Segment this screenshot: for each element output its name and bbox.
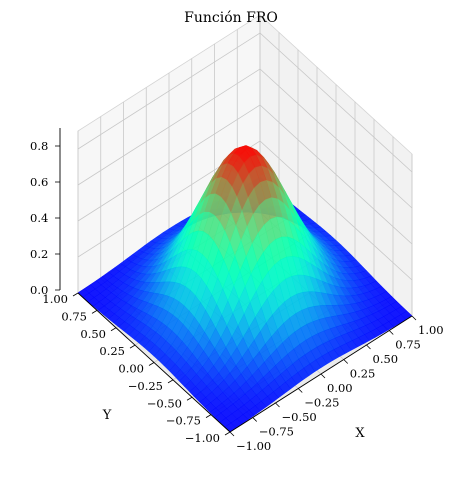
x-tick-label: 0.25 <box>350 367 376 381</box>
y-tick <box>186 396 193 401</box>
x-tick <box>252 417 258 422</box>
surface-plot <box>77 145 413 432</box>
x-tick <box>411 315 417 321</box>
y-tick-label: −0.25 <box>128 379 163 393</box>
x-tick-label: 1.00 <box>418 323 444 337</box>
x-tick-label: −0.75 <box>259 425 294 439</box>
y-tick <box>91 310 98 314</box>
y-tick <box>129 344 136 349</box>
x-tick-label: −0.25 <box>304 396 339 410</box>
wall-gridline-z <box>77 104 413 245</box>
x-tick-label: −0.50 <box>282 410 317 424</box>
x-tick-label: −1.00 <box>236 439 271 453</box>
x-tick <box>343 359 349 364</box>
y-tick-label: −0.75 <box>166 414 201 428</box>
y-tick-label: −1.00 <box>185 431 220 445</box>
x-tick-label: 0.50 <box>373 352 399 366</box>
y-axis-label: Y <box>102 408 112 423</box>
wall-gridline-z <box>77 140 413 281</box>
z-tick-label: 0.8 <box>30 139 48 153</box>
y-tick-label: 0.75 <box>61 309 87 323</box>
y-tick-label: −0.50 <box>147 396 182 410</box>
z-tick-label: 0.6 <box>30 175 48 189</box>
y-tick-label: 0.00 <box>118 362 144 376</box>
wall-gridline-z <box>77 68 413 209</box>
y-tick-label: 1.00 <box>42 292 68 306</box>
x-tick-label: 0.75 <box>395 338 421 352</box>
y-tick <box>72 292 79 297</box>
z-tick-label: 0.2 <box>30 247 48 261</box>
chart-title: Función FRO <box>184 10 278 26</box>
x-axis-label: X <box>355 426 365 441</box>
x-tick <box>320 373 326 379</box>
x-tick <box>388 330 394 335</box>
x-tick <box>366 344 371 350</box>
x-tick <box>275 402 280 408</box>
z-tick-label: 0.4 <box>30 211 48 225</box>
wall-gridline-z <box>77 32 413 173</box>
y-tick <box>148 362 155 366</box>
x-tick <box>229 431 235 437</box>
tick-labels: −1.00−0.75−0.50−0.250.000.250.500.751.00… <box>30 139 444 453</box>
y-tick <box>167 379 174 384</box>
x-tick-label: 0.00 <box>327 381 353 395</box>
z-tick-label: 0.0 <box>30 283 48 297</box>
y-tick-label: 0.25 <box>99 344 125 358</box>
x-tick <box>297 388 303 393</box>
y-tick <box>205 414 212 418</box>
y-tick <box>224 431 231 436</box>
axis-lines <box>55 128 417 437</box>
y-tick <box>110 327 117 332</box>
y-tick-label: 0.50 <box>80 327 106 341</box>
